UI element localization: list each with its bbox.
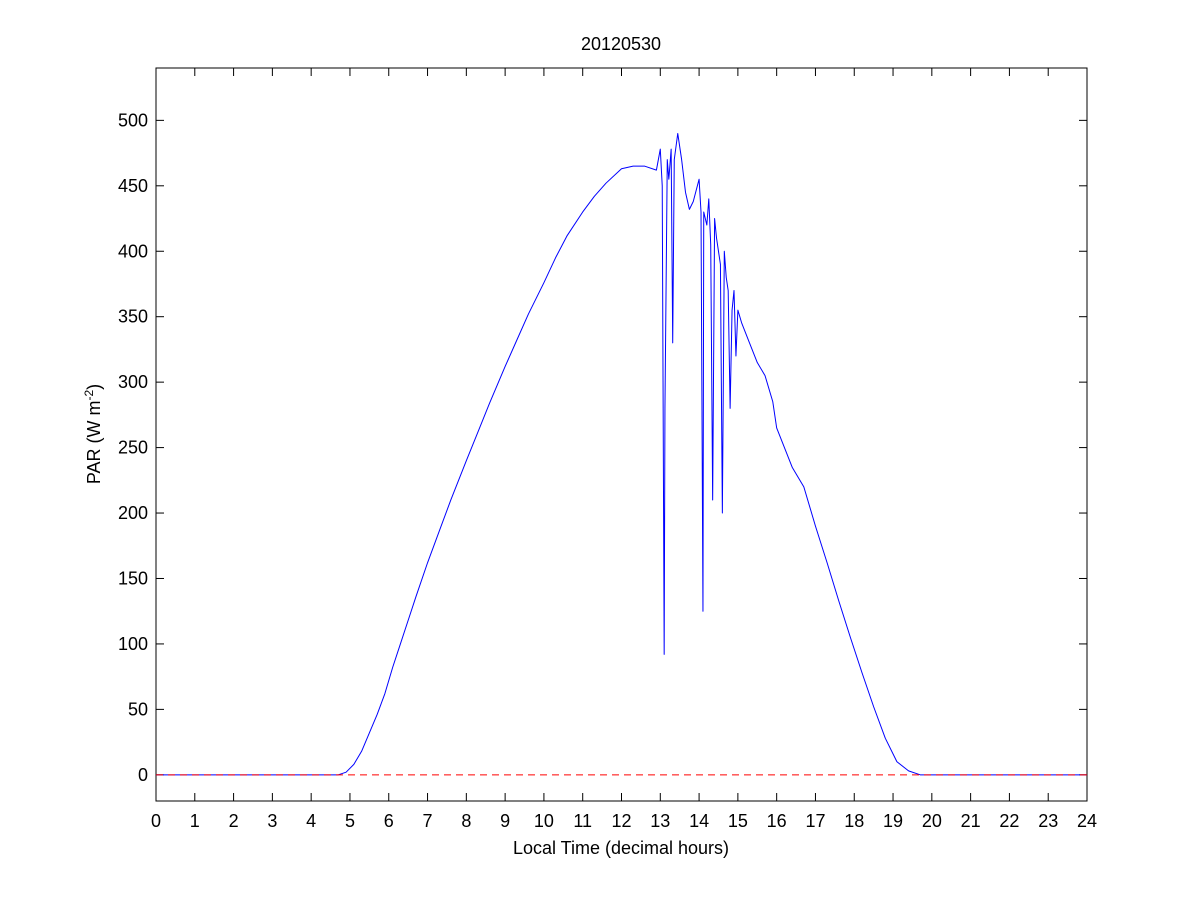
x-tick-label: 14: [689, 811, 709, 831]
x-tick-label: 15: [728, 811, 748, 831]
chart-title: 20120530: [581, 34, 661, 54]
x-tick-label: 17: [805, 811, 825, 831]
y-axis-label-sup: -2: [82, 390, 96, 401]
x-tick-label: 12: [611, 811, 631, 831]
x-axis: 0 1 2 3 4 5 6 7 8 9 10 11 12 13 14 15 16 17 18 19 20 21 22 23 24: [151, 68, 1097, 831]
y-tick-label: 450: [118, 176, 148, 196]
y-tick-label: 100: [118, 634, 148, 654]
y-axis-label: PAR (W m-2): [82, 384, 104, 484]
y-tick-label: 50: [128, 699, 148, 719]
y-tick-label: 250: [118, 438, 148, 458]
y-tick-label: 300: [118, 372, 148, 392]
x-tick-label: 11: [573, 811, 592, 831]
x-tick-label: 24: [1077, 811, 1097, 831]
par-series-line: [156, 132, 1087, 776]
x-tick-label: 20: [922, 811, 942, 831]
x-tick-label: 3: [267, 811, 277, 831]
x-tick-label: 4: [306, 811, 316, 831]
x-tick-label: 16: [767, 811, 787, 831]
y-tick-label: 200: [118, 503, 148, 523]
x-tick-label: 18: [844, 811, 864, 831]
y-axis: 0 50 100 150 200 250 300 350 400 450 500: [118, 110, 1087, 785]
series-layer: [156, 132, 1087, 776]
x-tick-label: 19: [883, 811, 903, 831]
x-tick-label: 1: [190, 811, 200, 831]
x-tick-label: 0: [151, 811, 161, 831]
x-tick-label: 7: [423, 811, 433, 831]
y-axis-label-tail: ): [84, 384, 104, 390]
x-tick-label: 21: [961, 811, 981, 831]
y-tick-label: 500: [118, 110, 148, 130]
y-tick-label: 350: [118, 307, 148, 327]
x-tick-label: 23: [1038, 811, 1058, 831]
x-tick-label: 9: [500, 811, 510, 831]
x-tick-label: 6: [384, 811, 394, 831]
y-tick-label: 150: [118, 568, 148, 588]
x-tick-label: 2: [229, 811, 239, 831]
x-tick-label: 10: [534, 811, 554, 831]
y-axis-label-base: PAR (W m: [84, 401, 104, 485]
x-tick-label: 13: [650, 811, 670, 831]
x-tick-label: 22: [999, 811, 1019, 831]
y-tick-label: 400: [118, 241, 148, 261]
x-tick-label: 5: [345, 811, 355, 831]
x-axis-label: Local Time (decimal hours): [513, 838, 729, 858]
x-tick-label: 8: [461, 811, 471, 831]
plot-area: [155, 67, 1088, 802]
y-tick-label: 0: [138, 765, 148, 785]
